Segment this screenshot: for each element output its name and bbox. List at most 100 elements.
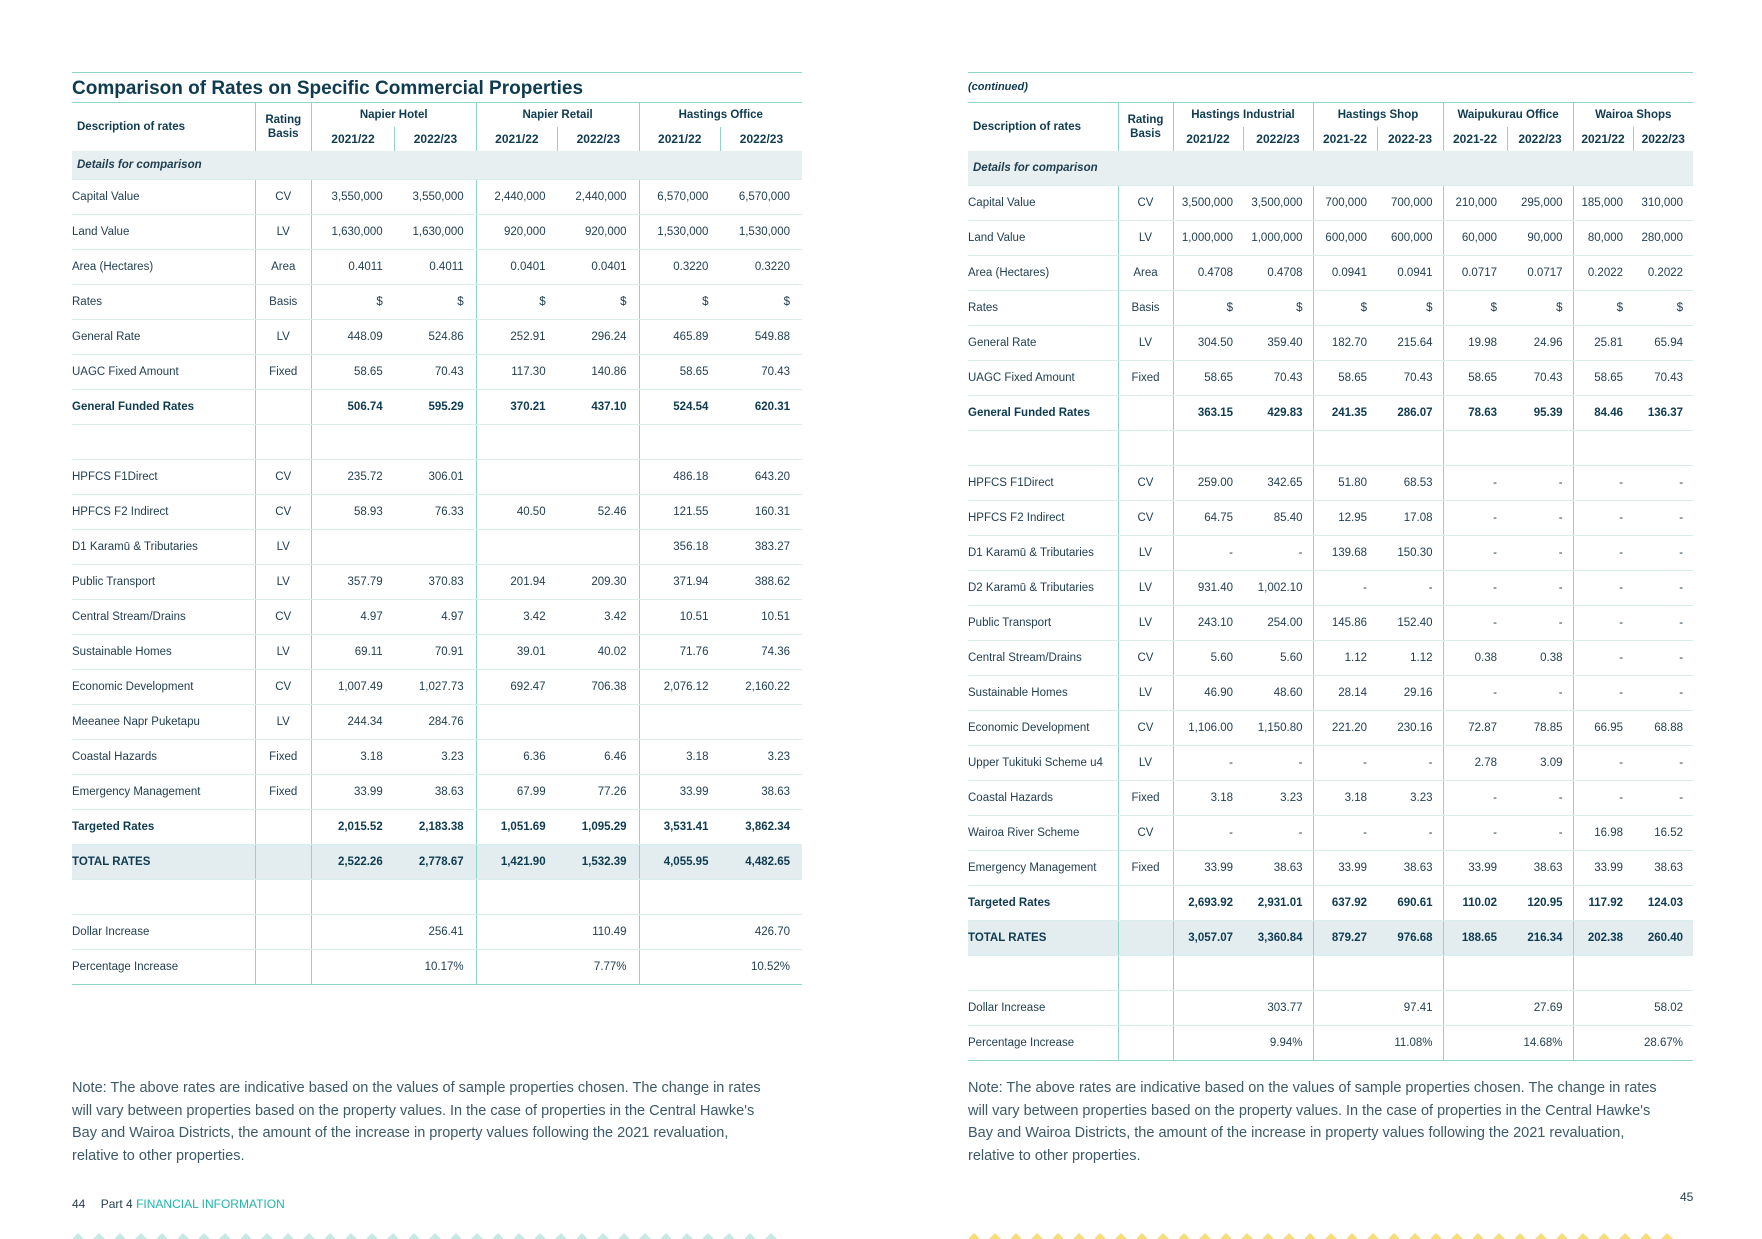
row-value: 1,532.39 — [557, 844, 640, 880]
row-value: 931.40 — [1172, 570, 1243, 606]
row-value: 33.99 — [1442, 850, 1508, 886]
row-value: - — [1572, 640, 1634, 676]
table-row: Public Transport LV 357.79 370.83 201.94 209.… — [72, 564, 802, 600]
row-value: 33.99 — [638, 774, 721, 810]
row-value: 700,000 — [1377, 185, 1444, 221]
triangle-decoration-icon — [1598, 1233, 1610, 1239]
row-value: 58.02 — [1633, 990, 1694, 1026]
table-row: Land Value LV 1,630,000 1,630,000 920,000 920… — [72, 214, 802, 250]
row-value: 363.15 — [1172, 395, 1243, 431]
row-value: 3,531.41 — [638, 809, 721, 845]
header-year: 2022/23 — [557, 127, 640, 151]
row-value: - — [1507, 815, 1574, 851]
row-value: 188.65 — [1442, 920, 1508, 956]
row-value: - — [1633, 570, 1694, 606]
row-value: 241.35 — [1312, 395, 1377, 431]
footer-left: 44 Part 4 FINANCIAL INFORMATION — [72, 1197, 285, 1211]
row-value: 58.65 — [1572, 360, 1634, 396]
row-value: 0.0717 — [1507, 255, 1574, 291]
row-value: 1,002.10 — [1243, 570, 1313, 606]
table-row: Central Stream/Drains CV 4.97 4.97 3.42 3.42 1… — [72, 599, 802, 635]
table-row: Rates Basis $ $ $ $ $ $ — [72, 284, 802, 320]
triangle-decoration-icon — [492, 1233, 504, 1239]
row-value: 0.2022 — [1633, 255, 1694, 291]
triangle-decoration-icon — [1472, 1233, 1484, 1239]
row-value: 10.51 — [638, 599, 721, 635]
row-value — [638, 704, 721, 740]
row-value: 1,051.69 — [475, 809, 558, 845]
row-value — [1172, 990, 1243, 1026]
row-value: $ — [1243, 290, 1313, 326]
triangle-decoration-icon — [1367, 1233, 1379, 1239]
table-row: Economic Development CV 1,007.49 1,027.73 69… — [72, 669, 802, 705]
row-value: 33.99 — [1172, 850, 1243, 886]
row-value: 3.42 — [475, 599, 558, 635]
row-value: 77.26 — [557, 774, 640, 810]
row-value: - — [1243, 535, 1313, 571]
row-value: - — [1377, 745, 1444, 781]
row-value: 3.23 — [394, 739, 477, 775]
row-value: 0.0401 — [557, 249, 640, 285]
row-value: $ — [1442, 290, 1508, 326]
row-rating-basis: LV — [1117, 745, 1173, 781]
row-value: 4,055.95 — [638, 844, 721, 880]
row-value: 209.30 — [557, 564, 640, 600]
triangle-decoration-icon — [282, 1233, 294, 1239]
row-description: Coastal Hazards — [72, 739, 256, 775]
row-description: HPFCS F2 Indirect — [72, 494, 256, 530]
row-value: 706.38 — [557, 669, 640, 705]
row-value: 58.65 — [638, 354, 721, 390]
row-value: - — [1243, 745, 1313, 781]
row-description: Percentage Increase — [72, 949, 256, 985]
row-value: 252.91 — [475, 319, 558, 355]
row-value: 29.16 — [1377, 675, 1444, 711]
row-value: 426.70 — [720, 914, 802, 950]
table-row: TOTAL RATES 2,522.26 2,778.67 1,421.90 1,532… — [72, 844, 802, 880]
row-value — [475, 529, 558, 565]
row-value: 84.46 — [1572, 395, 1634, 431]
row-description: General Rate — [72, 319, 256, 355]
row-value: 486.18 — [638, 459, 721, 495]
triangle-decoration-icon — [1094, 1233, 1106, 1239]
row-value: 66.95 — [1572, 710, 1634, 746]
header-year: 2021/22 — [638, 127, 721, 151]
triangle-decoration-icon — [1388, 1233, 1400, 1239]
row-value: 303.77 — [1243, 990, 1313, 1026]
row-value: - — [1172, 815, 1243, 851]
row-value: 221.20 — [1312, 710, 1377, 746]
row-value: 25.81 — [1572, 325, 1634, 361]
row-value: 3.18 — [638, 739, 721, 775]
row-rating-basis: Basis — [254, 284, 312, 320]
row-value: - — [1442, 605, 1508, 641]
row-value: 1,027.73 — [394, 669, 477, 705]
row-value: 68.88 — [1633, 710, 1694, 746]
row-value: 295,000 — [1507, 185, 1574, 221]
row-value: 879.27 — [1312, 920, 1377, 956]
row-value — [1377, 430, 1444, 466]
row-value: 370.83 — [394, 564, 477, 600]
row-value: 58.65 — [310, 354, 395, 390]
row-rating-basis: CV — [254, 459, 312, 495]
row-rating-basis — [254, 949, 312, 985]
row-rating-basis: LV — [254, 319, 312, 355]
row-description: Public Transport — [72, 564, 256, 600]
row-value: 210,000 — [1442, 185, 1508, 221]
row-value: 2,076.12 — [638, 669, 721, 705]
triangle-decoration-icon — [387, 1233, 399, 1239]
row-value: 437.10 — [557, 389, 640, 425]
row-value: 7.77% — [557, 949, 640, 985]
triangle-decoration-icon — [723, 1233, 735, 1239]
row-value: $ — [1507, 290, 1574, 326]
row-value: 524.54 — [638, 389, 721, 425]
row-value — [1572, 990, 1634, 1026]
row-value: - — [1633, 675, 1694, 711]
row-value: 70.43 — [1633, 360, 1694, 396]
row-value: 0.38 — [1442, 640, 1508, 676]
row-value: 58.65 — [1312, 360, 1377, 396]
row-value: 524.86 — [394, 319, 477, 355]
row-rating-basis: CV — [1117, 185, 1173, 221]
row-value: 920,000 — [475, 214, 558, 250]
row-value — [1507, 955, 1574, 991]
row-description: Economic Development — [968, 710, 1118, 746]
row-value: - — [1312, 570, 1377, 606]
